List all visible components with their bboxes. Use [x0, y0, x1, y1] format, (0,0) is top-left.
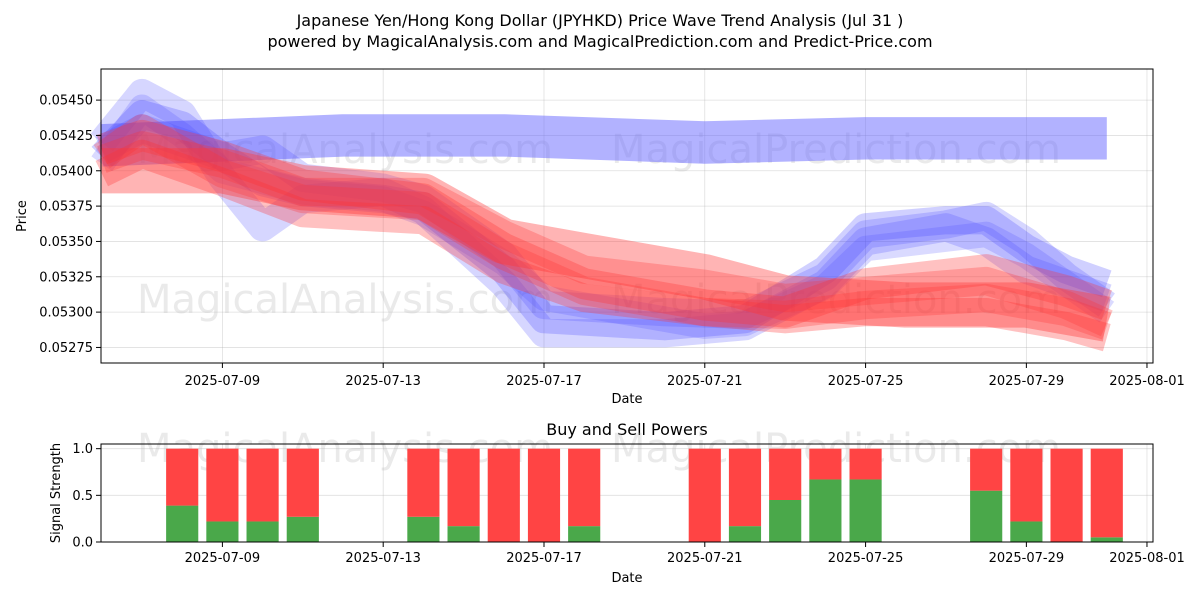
price-y-tick-label: 0.05375: [39, 200, 93, 215]
signal-x-tick-label: 2025-07-17: [506, 551, 582, 566]
price-x-tick-label: 2025-07-21: [667, 374, 743, 389]
buy-bar: [407, 516, 440, 542]
price-x-ticks: 2025-07-09 2025-07-13 2025-07-17 2025-07-21…: [185, 363, 1185, 389]
buy-bar: [286, 516, 319, 542]
band-red-wide-band: [101, 148, 1111, 342]
sell-bar: [1090, 448, 1123, 538]
price-x-axis-label: Date: [611, 392, 642, 407]
band-blue-wave-a: [91, 100, 1112, 341]
signal-y-tick-label: 0.0: [72, 536, 93, 551]
sell-bar: [568, 448, 601, 527]
sell-bar: [1050, 448, 1083, 542]
sell-bar: [809, 448, 842, 480]
buy-bar: [1010, 521, 1043, 542]
buy-bar: [166, 505, 199, 542]
signal-x-tick-label: 2025-07-25: [828, 551, 904, 566]
signal-x-ticks: 2025-07-09 2025-07-13 2025-07-17 2025-07-21…: [185, 542, 1185, 566]
price-y-tick-label: 0.05450: [39, 94, 93, 109]
sell-bar: [769, 448, 802, 500]
price-x-tick-label: 2025-08-01: [1109, 374, 1185, 389]
price-x-tick-label: 2025-07-25: [828, 374, 904, 389]
price-y-tick-label: 0.05350: [39, 235, 93, 250]
signal-y-tick-label: 1.0: [72, 442, 93, 457]
sell-bar: [246, 448, 279, 522]
price-x-tick-label: 2025-07-13: [345, 374, 421, 389]
band-red-wave-b: [93, 114, 1112, 340]
sell-bar: [1010, 448, 1043, 522]
signal-y-tick-label: 0.5: [72, 489, 93, 504]
signal-y-axis-label: Signal Strength: [49, 443, 64, 543]
price-y-tick-label: 0.05325: [39, 270, 93, 285]
sell-bar: [487, 448, 520, 542]
price-bands: [90, 78, 1115, 352]
signal-x-tick-label: 2025-08-01: [1109, 551, 1185, 566]
price-x-tick-label: 2025-07-29: [989, 374, 1065, 389]
signal-x-tick-label: 2025-07-29: [989, 551, 1065, 566]
price-x-tick-label: 2025-07-17: [506, 374, 582, 389]
sell-bar: [688, 448, 721, 542]
price-plot-frame: [100, 68, 1154, 364]
buy-bar: [1090, 537, 1123, 542]
buy-bar: [447, 526, 480, 542]
signal-x-tick-label: 2025-07-09: [185, 551, 261, 566]
buy-bar: [769, 500, 802, 542]
buy-bar: [970, 490, 1003, 542]
price-panel: MagicalAnalysis.com MagicalPrediction.co…: [15, 68, 1185, 407]
signal-x-axis-label: Date: [611, 571, 642, 586]
signal-panel: Buy and Sell Powers MagicalAnalysis.com …: [49, 420, 1185, 586]
buy-bar: [809, 479, 842, 542]
price-y-tick-label: 0.05400: [39, 164, 93, 179]
price-y-tick-label: 0.05300: [39, 306, 93, 321]
band-red-wave-c: [97, 131, 1113, 337]
band-blue-wave-b: [90, 78, 1112, 348]
signal-plot-frame: [100, 443, 1154, 543]
sell-bar: [206, 448, 239, 522]
sell-bar: [970, 448, 1003, 491]
band-blue-wave-d: [91, 94, 1115, 339]
signal-x-tick-label: 2025-07-13: [345, 551, 421, 566]
signal-y-ticks: 0.0 0.5 1.0: [72, 442, 101, 551]
price-y-tick-label: 0.05425: [39, 129, 93, 144]
sell-bar: [407, 448, 440, 517]
band-blue-wave-c: [95, 114, 1115, 330]
band-blue-wide-band: [100, 114, 1107, 167]
signal-chart-title: Buy and Sell Powers: [546, 420, 708, 439]
watermark-analysis-bottom: MagicalAnalysis.com: [137, 426, 553, 472]
sell-bar: [527, 448, 561, 542]
chart-subtitle: powered by MagicalAnalysis.com and Magic…: [267, 32, 932, 51]
watermark-analysis-mid: MagicalAnalysis.com: [137, 277, 553, 323]
price-y-ticks: 0.05275 0.05300 0.05325 0.05350 0.05375 0.054…: [39, 94, 101, 356]
band-red-wave-d: [95, 139, 1111, 352]
price-y-tick-label: 0.05275: [39, 341, 93, 356]
sell-bar: [286, 448, 319, 517]
buy-bar: [728, 526, 762, 542]
sell-bar: [849, 448, 882, 480]
signal-bars: [166, 448, 1123, 542]
sell-bar: [447, 448, 480, 527]
sell-bar: [728, 448, 762, 527]
watermark-prediction-mid: MagicalPrediction.com: [611, 277, 1061, 323]
band-red-wave-a: [96, 119, 1112, 328]
signal-x-tick-label: 2025-07-21: [667, 551, 743, 566]
chart-title: Japanese Yen/Hong Kong Dollar (JPYHKD) P…: [296, 11, 904, 30]
price-x-tick-label: 2025-07-09: [185, 374, 261, 389]
buy-bar: [849, 479, 882, 542]
sell-bar: [166, 448, 199, 506]
buy-bar: [246, 521, 279, 542]
price-y-axis-label: Price: [15, 200, 30, 232]
buy-bar: [568, 526, 601, 542]
buy-bar: [206, 521, 239, 542]
